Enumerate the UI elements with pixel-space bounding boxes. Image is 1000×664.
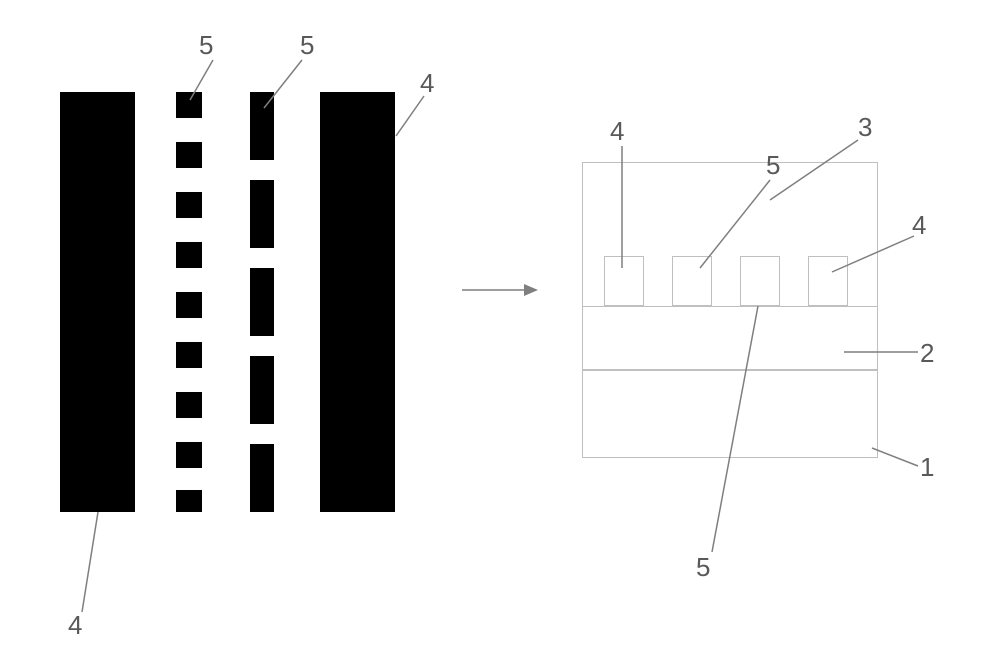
label-right-3: 3 bbox=[858, 112, 872, 143]
label-right-4r: 4 bbox=[912, 210, 926, 241]
label-right-5: 5 bbox=[766, 150, 780, 181]
label-right-4l: 4 bbox=[610, 116, 624, 147]
label-right-5b: 5 bbox=[696, 552, 710, 583]
label-right-1: 1 bbox=[920, 452, 934, 483]
label-right-2: 2 bbox=[920, 338, 934, 369]
leader-right-5b bbox=[0, 0, 1000, 664]
